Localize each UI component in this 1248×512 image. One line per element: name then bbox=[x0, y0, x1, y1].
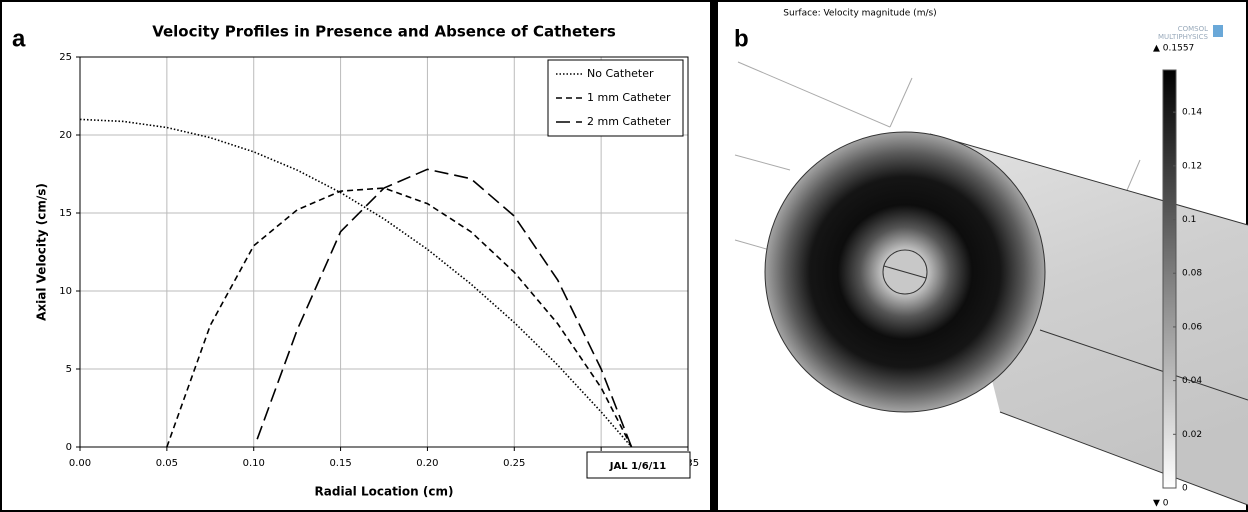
colorbar-tick-label: 0.1 bbox=[1182, 215, 1196, 225]
y-tick-label: 20 bbox=[59, 130, 72, 141]
y-tick-label: 10 bbox=[59, 286, 72, 297]
x-tick-label: 0.25 bbox=[503, 458, 525, 469]
x-axis-label: Radial Location (cm) bbox=[315, 485, 454, 499]
annotation: JAL 1/6/11 bbox=[609, 461, 666, 472]
colorbar-tick-label: 0.08 bbox=[1182, 269, 1202, 279]
y-tick-label: 15 bbox=[59, 208, 72, 219]
colorbar-tick-label: 0.04 bbox=[1182, 376, 1202, 386]
panel-label: b bbox=[734, 25, 749, 52]
logo: MULTIPHYSICS bbox=[1158, 33, 1209, 41]
x-tick-label: 0.05 bbox=[156, 458, 178, 469]
logo-icon bbox=[1213, 25, 1223, 37]
chart-title: Velocity Profiles in Presence and Absenc… bbox=[152, 23, 616, 41]
colorbar-tick-label: 0.02 bbox=[1182, 430, 1202, 440]
colorbar-tick-label: 0.06 bbox=[1182, 322, 1202, 332]
x-tick-label: 0.15 bbox=[329, 458, 351, 469]
x-tick-label: 0.10 bbox=[243, 458, 265, 469]
panel-a: 05101520250.000.050.100.150.200.250.300.… bbox=[12, 23, 699, 499]
colorbar-tick-label: 0.14 bbox=[1182, 108, 1202, 118]
y-tick-label: 0 bbox=[66, 442, 72, 453]
logo: COMSOL bbox=[1178, 25, 1208, 33]
surface-title: Surface: Velocity magnitude (m/s) bbox=[783, 9, 936, 19]
colorbar bbox=[1163, 70, 1176, 488]
colorbar-tick-label: 0 bbox=[1182, 484, 1188, 494]
y-tick-label: 25 bbox=[59, 52, 72, 63]
panel-label: a bbox=[12, 25, 26, 52]
x-tick-label: 0.20 bbox=[416, 458, 438, 469]
colorbar-tick-label: 0.12 bbox=[1182, 161, 1202, 171]
colorbar-min: ▼ 0 bbox=[1153, 499, 1169, 509]
chart-body: 05101520250.000.050.100.150.200.250.300.… bbox=[59, 52, 699, 469]
legend-label: 2 mm Catheter bbox=[587, 115, 671, 128]
figure: 05101520250.000.050.100.150.200.250.300.… bbox=[0, 0, 1248, 512]
x-tick-label: 0.00 bbox=[69, 458, 91, 469]
legend-label: No Catheter bbox=[587, 67, 654, 80]
y-axis-label: Axial Velocity (cm/s) bbox=[35, 183, 49, 321]
legend-label: 1 mm Catheter bbox=[587, 91, 671, 104]
y-tick-label: 5 bbox=[66, 364, 72, 375]
colorbar-max: ▲ 0.1557 bbox=[1153, 44, 1194, 54]
